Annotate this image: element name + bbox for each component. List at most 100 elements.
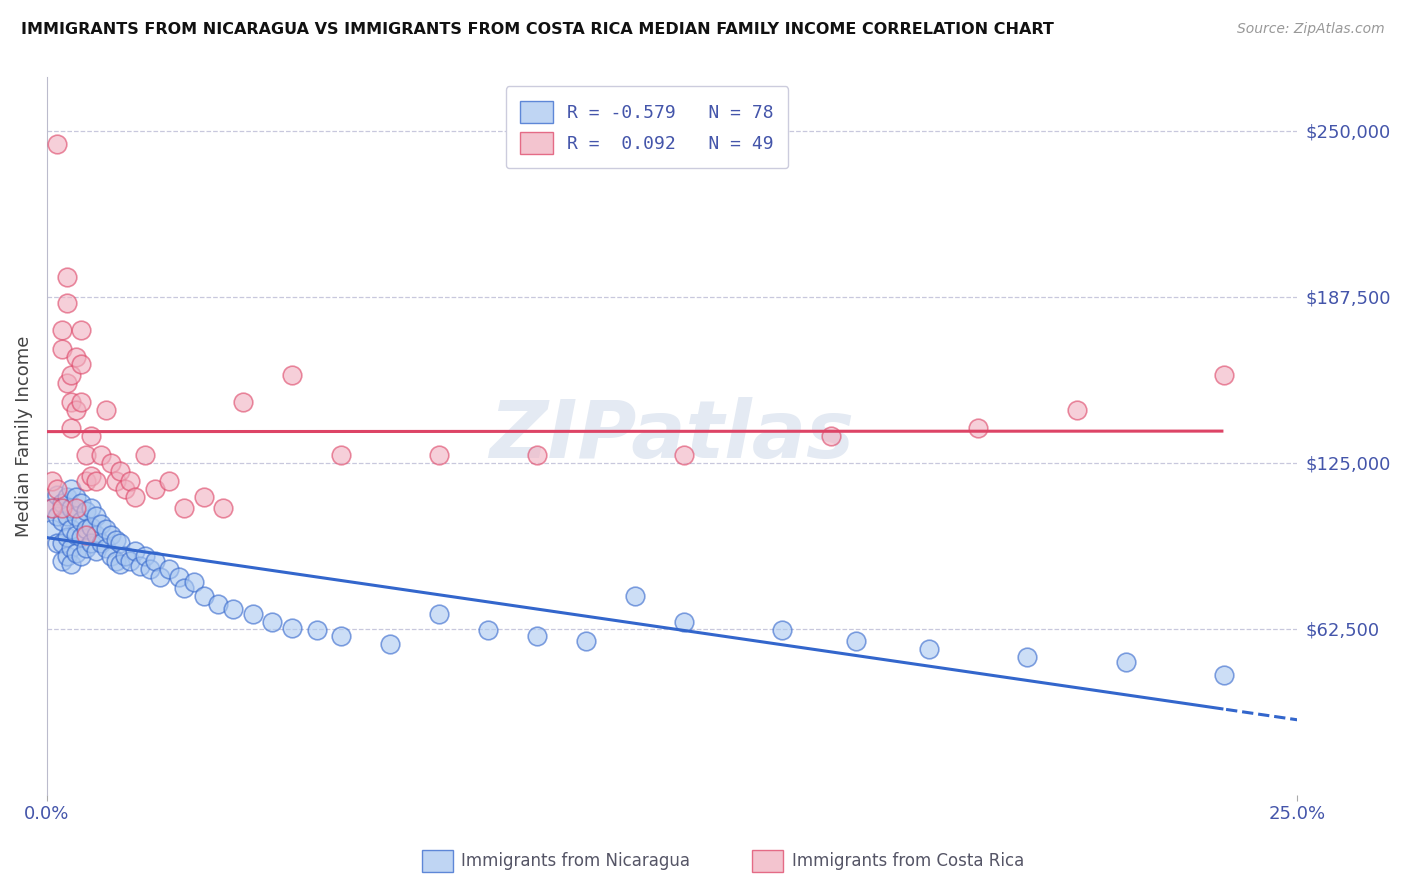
Point	[51, 342, 73, 356]
Point	[55, 269, 77, 284]
Point	[90, 535, 112, 549]
Point	[51, 514, 73, 528]
Point	[55, 296, 77, 310]
Text: Immigrants from Costa Rica: Immigrants from Costa Rica	[792, 852, 1024, 871]
Point	[65, 501, 87, 516]
Point	[378, 636, 401, 650]
Point	[55, 530, 77, 544]
Point	[94, 522, 117, 536]
Point	[65, 546, 87, 560]
Text: Immigrants from Nicaragua: Immigrants from Nicaragua	[461, 852, 690, 871]
Point	[134, 549, 156, 563]
Point	[45, 508, 67, 523]
Point	[55, 549, 77, 563]
Point	[75, 504, 97, 518]
Point	[90, 448, 112, 462]
Point	[114, 549, 136, 563]
Point	[232, 394, 254, 409]
Point	[129, 559, 152, 574]
Point	[100, 549, 122, 563]
Point	[84, 508, 107, 523]
Point	[80, 501, 103, 516]
Point	[526, 629, 548, 643]
Point	[70, 496, 93, 510]
Point	[75, 527, 97, 541]
Point	[60, 522, 83, 536]
Point	[673, 615, 696, 630]
Point	[100, 456, 122, 470]
Point	[330, 629, 353, 643]
Point	[55, 508, 77, 523]
Point	[80, 429, 103, 443]
Point	[70, 394, 93, 409]
Point	[1017, 649, 1039, 664]
Point	[104, 533, 127, 547]
Point	[75, 448, 97, 462]
Point	[45, 488, 67, 502]
Point	[45, 136, 67, 151]
Point	[104, 554, 127, 568]
Point	[60, 501, 83, 516]
Point	[1212, 368, 1234, 383]
Point	[149, 570, 172, 584]
Point	[84, 527, 107, 541]
Point	[75, 522, 97, 536]
Point	[1212, 668, 1234, 682]
Point	[124, 491, 146, 505]
Point	[41, 475, 63, 489]
Point	[45, 483, 67, 497]
Point	[80, 535, 103, 549]
Point	[100, 527, 122, 541]
Point	[120, 475, 142, 489]
Point	[159, 475, 181, 489]
Text: Source: ZipAtlas.com: Source: ZipAtlas.com	[1237, 22, 1385, 37]
Point	[124, 543, 146, 558]
Point	[110, 557, 132, 571]
Point	[222, 602, 245, 616]
Point	[41, 501, 63, 516]
Point	[65, 527, 87, 541]
Point	[70, 530, 93, 544]
Point	[65, 491, 87, 505]
Point	[60, 394, 83, 409]
Point	[427, 607, 450, 622]
Point	[80, 519, 103, 533]
Point	[967, 421, 990, 435]
Point	[60, 483, 83, 497]
Legend: R = -0.579   N = 78, R =  0.092   N = 49: R = -0.579 N = 78, R = 0.092 N = 49	[506, 87, 789, 169]
Point	[193, 589, 215, 603]
Point	[139, 562, 162, 576]
Point	[305, 624, 328, 638]
Point	[75, 541, 97, 555]
Point	[65, 350, 87, 364]
Point	[65, 508, 87, 523]
Point	[94, 402, 117, 417]
Point	[60, 557, 83, 571]
Point	[242, 607, 264, 622]
Point	[114, 483, 136, 497]
Point	[1115, 655, 1137, 669]
Point	[159, 562, 181, 576]
Point	[51, 501, 73, 516]
Point	[51, 535, 73, 549]
Point	[820, 429, 842, 443]
Point	[845, 634, 868, 648]
Point	[262, 615, 284, 630]
Point	[143, 483, 166, 497]
Point	[60, 421, 83, 435]
Point	[173, 581, 195, 595]
Point	[120, 554, 142, 568]
Y-axis label: Median Family Income: Median Family Income	[15, 335, 32, 537]
Point	[55, 376, 77, 390]
Point	[41, 501, 63, 516]
Point	[41, 522, 63, 536]
Point	[80, 469, 103, 483]
Point	[60, 541, 83, 555]
Point	[193, 491, 215, 505]
Point	[51, 496, 73, 510]
Point	[55, 491, 77, 505]
Point	[70, 549, 93, 563]
Text: IMMIGRANTS FROM NICARAGUA VS IMMIGRANTS FROM COSTA RICA MEDIAN FAMILY INCOME COR: IMMIGRANTS FROM NICARAGUA VS IMMIGRANTS …	[21, 22, 1054, 37]
Point	[575, 634, 598, 648]
Point	[65, 402, 87, 417]
